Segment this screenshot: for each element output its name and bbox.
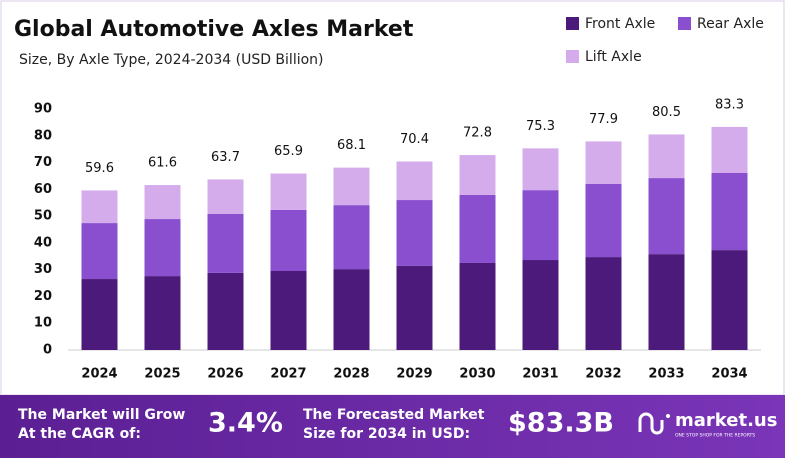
- y-tick-label: 20: [34, 289, 52, 304]
- bar-segment: [207, 213, 244, 273]
- bar-segment: [648, 178, 685, 255]
- bar-segment: [144, 219, 181, 277]
- bar-segment: [648, 134, 685, 179]
- chart-title: Global Automotive Axles Market: [14, 17, 414, 42]
- total-label: 77.9: [589, 112, 618, 127]
- bar-segment: [333, 269, 370, 350]
- y-tick-label: 50: [34, 209, 52, 224]
- bar-segment: [81, 279, 118, 350]
- y-tick-label: 10: [34, 316, 52, 331]
- x-tick-label: 2028: [333, 367, 369, 382]
- brand-tagline: ONE STOP SHOP FOR THE REPORTS: [675, 433, 755, 439]
- legend-swatch: [566, 50, 579, 63]
- brand-logo: [638, 412, 670, 435]
- total-label: 63.7: [211, 150, 240, 165]
- forecast-text: The Forecasted Market: [303, 407, 485, 423]
- x-tick-label: 2025: [144, 367, 180, 382]
- forecast-text: Size for 2034 in USD:: [303, 426, 470, 442]
- bar-segment: [459, 194, 496, 263]
- x-tick-label: 2027: [270, 367, 306, 382]
- total-label: 68.1: [337, 138, 366, 153]
- bar-segment: [396, 200, 433, 266]
- bar-segment: [333, 167, 370, 206]
- legend-label: Front Axle: [585, 16, 655, 32]
- legend-label: Lift Axle: [585, 49, 642, 65]
- bar-segment: [585, 183, 622, 258]
- bar-segment: [522, 148, 559, 191]
- y-tick-label: 60: [34, 182, 52, 197]
- total-label: 61.6: [148, 156, 177, 171]
- bar-segment: [333, 205, 370, 270]
- x-tick-label: 2032: [585, 367, 621, 382]
- bar-segment: [648, 254, 685, 350]
- brand-name: market.us: [675, 410, 777, 431]
- bar-segment: [711, 172, 748, 251]
- y-tick-label: 40: [34, 235, 52, 250]
- total-label: 80.5: [652, 105, 681, 120]
- bar-segment: [522, 260, 559, 350]
- total-label: 59.6: [85, 161, 114, 176]
- bar-segment: [711, 250, 748, 350]
- y-tick-label: 90: [34, 102, 52, 117]
- cagr-text: At the CAGR of:: [18, 426, 141, 442]
- chart-subtitle: Size, By Axle Type, 2024-2034 (USD Billi…: [19, 52, 324, 68]
- bar-segment: [585, 141, 622, 184]
- total-label: 65.9: [274, 144, 303, 159]
- total-label: 70.4: [400, 132, 429, 147]
- bar-segment: [207, 272, 244, 350]
- bar-segment: [144, 185, 181, 220]
- bar-segment: [522, 190, 559, 261]
- bar-segment: [270, 209, 307, 272]
- bar-segment: [459, 155, 496, 195]
- legend-label: Rear Axle: [697, 16, 764, 32]
- bar-segment: [144, 276, 181, 350]
- y-tick-label: 0: [43, 343, 52, 358]
- legend-swatch: [678, 17, 691, 30]
- x-tick-label: 2024: [81, 367, 117, 382]
- footer-band: [0, 395, 785, 458]
- bar-segment: [270, 271, 307, 350]
- legend-swatch: [566, 17, 579, 30]
- total-label: 83.3: [715, 97, 744, 112]
- bar-segment: [711, 126, 748, 173]
- cagr-text: The Market will Grow: [18, 407, 185, 423]
- y-tick-label: 30: [34, 262, 52, 277]
- cagr-value: 3.4%: [208, 408, 283, 439]
- x-tick-label: 2030: [459, 367, 495, 382]
- bar-segment: [396, 265, 433, 350]
- bar-segment: [81, 190, 118, 224]
- bar-segment: [585, 257, 622, 350]
- x-tick-label: 2029: [396, 367, 432, 382]
- x-tick-label: 2031: [522, 367, 558, 382]
- y-tick-label: 70: [34, 155, 52, 170]
- forecast-value: $83.3B: [508, 408, 614, 439]
- bar-segment: [459, 262, 496, 350]
- y-tick-label: 80: [34, 128, 52, 143]
- x-tick-label: 2034: [711, 367, 747, 382]
- x-tick-label: 2033: [648, 367, 684, 382]
- bar-segment: [396, 161, 433, 201]
- bar-segment: [81, 223, 118, 280]
- total-label: 72.8: [463, 126, 492, 141]
- bar-segment: [270, 173, 307, 210]
- bar-segment: [207, 179, 244, 214]
- total-label: 75.3: [526, 119, 555, 134]
- x-tick-label: 2026: [207, 367, 243, 382]
